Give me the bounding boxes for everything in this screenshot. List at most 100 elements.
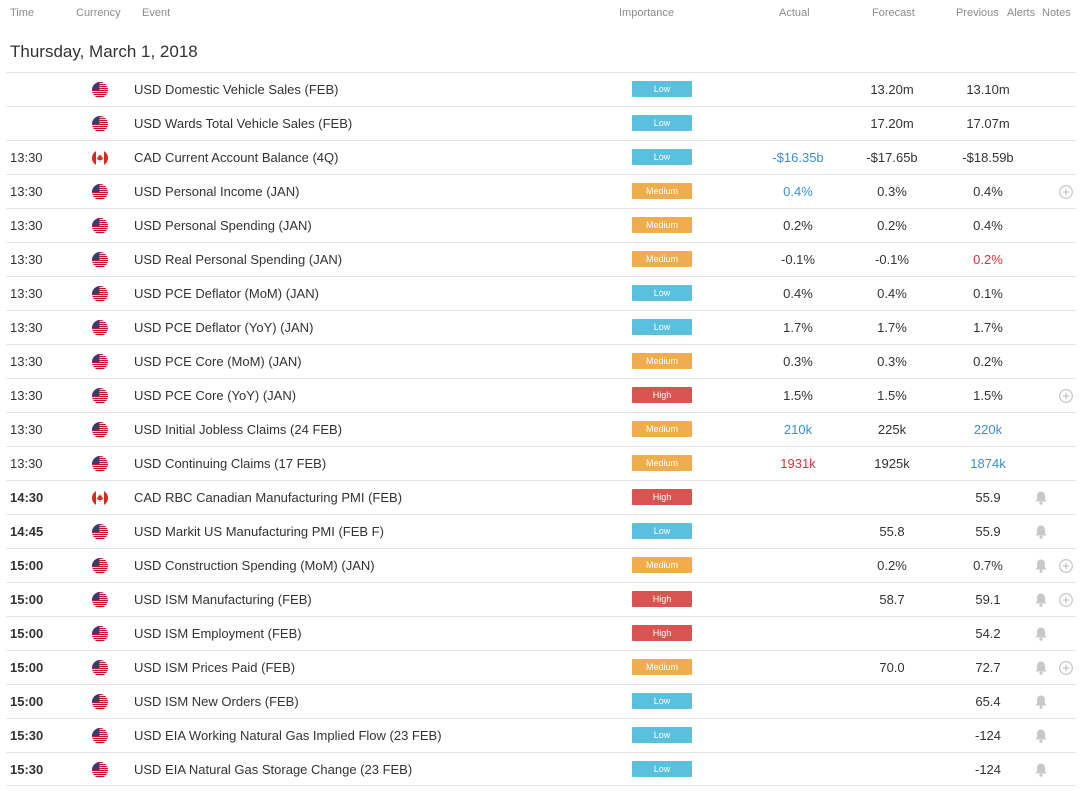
actual-value [754,685,842,718]
event-name[interactable]: USD PCE Deflator (MoM) (JAN) [134,286,319,301]
header-event[interactable]: Event [142,7,171,19]
event-row[interactable]: 15:00 USD ISM New Orders (FEB) Low 65.4 [6,684,1076,718]
importance-badge: High [632,387,692,403]
previous-value: 1874k [970,456,1006,471]
bell-icon[interactable] [1034,490,1048,506]
event-row[interactable]: 13:30 USD Personal Income (JAN) Medium 0… [6,174,1076,208]
event-row[interactable]: 14:30 CAD RBC Canadian Manufacturing PMI… [6,480,1076,514]
actual-value [754,753,842,786]
previous-value: 59.1 [975,592,1001,607]
event-row[interactable]: 15:30 USD EIA Natural Gas Storage Change… [6,752,1076,786]
event-name[interactable]: USD Personal Income (JAN) [134,184,300,199]
plus-circle-icon[interactable] [1058,592,1074,608]
header-alerts: Alerts [1007,7,1036,19]
actual-value [754,73,842,106]
event-row[interactable]: 13:30 USD Initial Jobless Claims (24 FEB… [6,412,1076,446]
event-name[interactable]: CAD RBC Canadian Manufacturing PMI (FEB) [134,490,403,505]
event-name[interactable]: USD ISM Prices Paid (FEB) [134,660,296,675]
event-name[interactable]: USD PCE Core (YoY) (JAN) [134,388,297,403]
event-row[interactable]: 13:30 USD PCE Deflator (YoY) (JAN) Low 1… [6,310,1076,344]
event-name[interactable]: USD ISM Employment (FEB) [134,626,302,641]
plus-circle-icon[interactable] [1058,388,1074,404]
event-row[interactable]: 13:30 USD Continuing Claims (17 FEB) Med… [6,446,1076,480]
forecast-value [848,719,936,752]
header-currency[interactable]: Currency [76,7,121,19]
event-name[interactable]: USD Personal Spending (JAN) [134,218,312,233]
event-name[interactable]: USD Initial Jobless Claims (24 FEB) [134,422,343,437]
previous-value: 72.7 [975,660,1001,675]
header-importance[interactable]: Importance [619,7,675,19]
previous-value: 55.9 [975,524,1001,539]
importance-badge: Low [632,523,692,539]
event-row[interactable]: 15:00 USD ISM Manufacturing (FEB) High 5… [6,582,1076,616]
actual-value [754,481,842,514]
actual-value: 0.4% [783,286,813,301]
event-time: 13:30 [10,456,43,471]
bell-icon[interactable] [1034,660,1048,676]
event-name[interactable]: USD Markit US Manufacturing PMI (FEB F) [134,524,384,539]
actual-value [754,617,842,650]
importance-badge: Low [632,761,692,777]
forecast-value: -$17.65b [866,150,918,165]
header-forecast: Forecast [872,7,915,19]
bell-icon[interactable] [1034,626,1048,642]
us-flag-icon [92,320,108,336]
forecast-value: 225k [877,422,907,437]
event-row[interactable]: 15:30 USD EIA Working Natural Gas Implie… [6,718,1076,752]
bell-icon[interactable] [1034,558,1048,574]
event-row[interactable]: 13:30 USD PCE Deflator (MoM) (JAN) Low 0… [6,276,1076,310]
bell-icon[interactable] [1034,524,1048,540]
plus-circle-icon[interactable] [1058,184,1074,200]
event-list: USD Domestic Vehicle Sales (FEB) Low 13.… [6,72,1076,786]
event-name[interactable]: USD Construction Spending (MoM) (JAN) [134,558,375,573]
event-time: 15:30 [10,762,44,777]
event-row[interactable]: 13:30 USD PCE Core (YoY) (JAN) High 1.5%… [6,378,1076,412]
forecast-value: 1.5% [877,388,907,403]
previous-value: 17.07m [966,116,1010,131]
previous-value: 1.7% [973,320,1003,335]
bell-icon[interactable] [1034,592,1048,608]
event-row[interactable]: 15:00 USD ISM Prices Paid (FEB) Medium 7… [6,650,1076,684]
event-row[interactable]: 15:00 USD Construction Spending (MoM) (J… [6,548,1076,582]
event-name[interactable]: USD Real Personal Spending (JAN) [134,252,343,267]
event-time: 15:00 [10,592,44,607]
event-row[interactable]: 15:00 USD ISM Employment (FEB) High 54.2 [6,616,1076,650]
event-row[interactable]: 13:30 USD Personal Spending (JAN) Medium… [6,208,1076,242]
event-time: 15:00 [10,626,44,641]
actual-value [754,719,842,752]
event-row[interactable]: USD Domestic Vehicle Sales (FEB) Low 13.… [6,72,1076,106]
importance-badge: Low [632,285,692,301]
event-time: 15:00 [10,558,44,573]
bell-icon[interactable] [1034,728,1048,744]
event-name[interactable]: USD EIA Working Natural Gas Implied Flow… [134,728,442,743]
forecast-value: -0.1% [875,252,909,267]
bell-icon[interactable] [1034,694,1048,710]
event-name[interactable]: USD Wards Total Vehicle Sales (FEB) [134,116,353,131]
event-name[interactable]: USD ISM New Orders (FEB) [134,694,299,709]
previous-value: 0.4% [973,184,1003,199]
event-name[interactable]: USD PCE Deflator (YoY) (JAN) [134,320,314,335]
forecast-value: 1.7% [877,320,907,335]
header-time[interactable]: Time [10,7,35,19]
event-name[interactable]: USD EIA Natural Gas Storage Change (23 F… [134,762,413,777]
forecast-value: 0.4% [877,286,907,301]
importance-badge: Medium [632,421,692,437]
event-name[interactable]: USD PCE Core (MoM) (JAN) [134,354,302,369]
event-row[interactable]: 13:30 USD Real Personal Spending (JAN) M… [6,242,1076,276]
event-time: 13:30 [10,286,43,301]
event-name[interactable]: USD Domestic Vehicle Sales (FEB) [134,82,339,97]
event-name[interactable]: USD Continuing Claims (17 FEB) [134,456,327,471]
event-row[interactable]: 13:30 CAD Current Account Balance (4Q) L… [6,140,1076,174]
event-row[interactable]: 14:45 USD Markit US Manufacturing PMI (F… [6,514,1076,548]
event-row[interactable]: 13:30 USD PCE Core (MoM) (JAN) Medium 0.… [6,344,1076,378]
plus-circle-icon[interactable] [1058,660,1074,676]
event-name[interactable]: CAD Current Account Balance (4Q) [134,150,339,165]
bell-icon[interactable] [1034,762,1048,778]
us-flag-icon [92,558,108,574]
calendar-header: Time Currency Event Importance Actual Fo… [0,0,1083,28]
event-row[interactable]: USD Wards Total Vehicle Sales (FEB) Low … [6,106,1076,140]
plus-circle-icon[interactable] [1058,558,1074,574]
actual-value [754,583,842,616]
previous-value: 13.10m [966,82,1010,97]
event-name[interactable]: USD ISM Manufacturing (FEB) [134,592,312,607]
